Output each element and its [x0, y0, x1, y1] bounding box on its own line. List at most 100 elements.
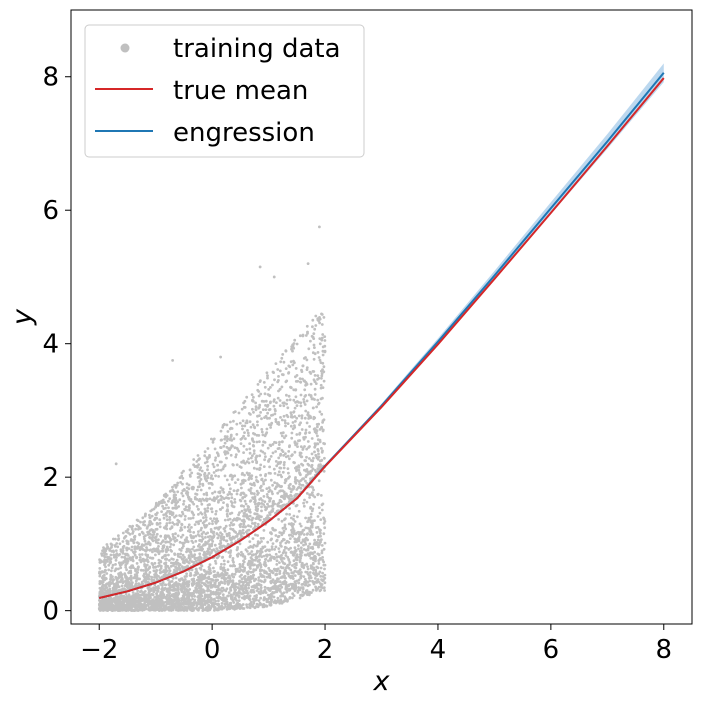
scatter-point [278, 561, 281, 564]
scatter-point [239, 482, 243, 486]
scatter-point [231, 564, 234, 568]
scatter-point [291, 427, 295, 431]
scatter-point [241, 471, 244, 475]
scatter-point [267, 423, 271, 427]
scatter-point [177, 600, 181, 604]
scatter-point [315, 574, 319, 577]
scatter-point [101, 590, 104, 594]
scatter-point [311, 533, 315, 536]
scatter-point [190, 471, 194, 475]
scatter-point [155, 538, 159, 542]
scatter-point [151, 533, 155, 537]
scatter-point [309, 382, 313, 386]
scatter-point [197, 463, 201, 466]
scatter-point [288, 537, 292, 540]
scatter-point [158, 525, 162, 529]
scatter-point [267, 408, 271, 412]
scatter-point [249, 456, 253, 460]
scatter-point [152, 588, 156, 592]
scatter-point [254, 533, 257, 537]
scatter-point [256, 605, 260, 609]
scatter-point [206, 509, 210, 513]
scatter-point [139, 608, 143, 612]
scatter-point [280, 519, 284, 523]
scatter-point [156, 587, 160, 590]
scatter-point [109, 573, 113, 577]
scatter-point [198, 472, 201, 476]
scatter-point [100, 570, 104, 574]
scatter-point [221, 586, 225, 590]
scatter-point [297, 509, 301, 513]
scatter-point [148, 571, 152, 574]
scatter-point [319, 528, 322, 532]
scatter-point [282, 561, 285, 565]
scatter-point [201, 482, 205, 486]
scatter-point [225, 435, 229, 438]
scatter-point [226, 579, 230, 583]
scatter-point [270, 555, 273, 559]
scatter-point [273, 412, 277, 416]
scatter-point [323, 567, 326, 571]
scatter-point [271, 502, 275, 505]
scatter-point [320, 549, 324, 553]
scatter-point [230, 541, 234, 545]
scatter-point [221, 593, 225, 597]
scatter-point [318, 570, 322, 574]
scatter-point [174, 506, 178, 510]
scatter-point [279, 466, 283, 470]
scatter-point [252, 568, 256, 572]
scatter-point [254, 605, 258, 608]
scatter-point [100, 581, 104, 585]
scatter-point [231, 579, 235, 583]
scatter-point [316, 493, 320, 497]
scatter-point [236, 538, 240, 541]
scatter-point [311, 588, 315, 592]
scatter-point [302, 566, 306, 570]
scatter-point [189, 571, 193, 575]
scatter-point [294, 566, 298, 570]
scatter-point [146, 586, 150, 590]
scatter-point [247, 586, 251, 590]
scatter-point [190, 553, 193, 556]
scatter-point [200, 564, 204, 568]
scatter-point [309, 530, 313, 534]
scatter-point [275, 464, 279, 468]
scatter-point [280, 545, 283, 548]
scatter-point [155, 532, 159, 536]
scatter-point [253, 495, 257, 498]
scatter-point [168, 518, 172, 521]
scatter-point [263, 392, 267, 396]
scatter-point [308, 574, 312, 578]
scatter-point [236, 478, 240, 481]
scatter-point [291, 363, 295, 367]
scatter-point [105, 605, 109, 609]
scatter-point [195, 460, 199, 463]
scatter-point [302, 398, 306, 401]
scatter-point [125, 546, 128, 550]
scatter-point [249, 425, 253, 429]
scatter-point [191, 500, 194, 504]
scatter-point [217, 599, 220, 603]
scatter-point [238, 563, 242, 566]
scatter-point [263, 452, 267, 455]
scatter-point [214, 599, 218, 603]
scatter-point [270, 414, 273, 417]
scatter-point [153, 561, 157, 565]
scatter-point [316, 318, 320, 322]
scatter-point [258, 414, 261, 417]
scatter-point [224, 545, 228, 548]
scatter-point [272, 404, 276, 408]
scatter-point [191, 607, 195, 610]
scatter-point [203, 477, 207, 480]
scatter-point [292, 359, 295, 363]
scatter-point [182, 595, 186, 598]
scatter-point [174, 576, 178, 580]
scatter-point [298, 560, 302, 564]
scatter-point [225, 532, 229, 536]
scatter-point [213, 498, 216, 501]
scatter-point [250, 492, 254, 495]
scatter-point [187, 556, 191, 560]
scatter-point [276, 599, 280, 603]
scatter-point [149, 520, 153, 524]
scatter-point [258, 405, 261, 409]
